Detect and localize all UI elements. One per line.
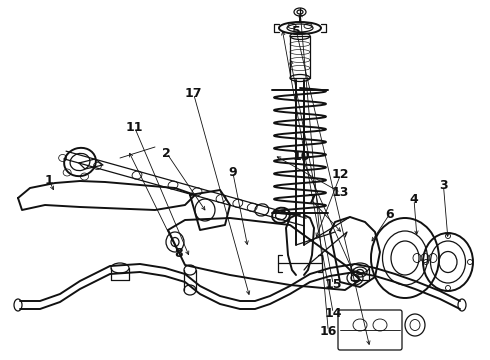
Text: 17: 17 <box>185 87 202 100</box>
Text: 7: 7 <box>307 193 316 206</box>
Text: 14: 14 <box>324 307 342 320</box>
Text: 8: 8 <box>174 247 183 260</box>
Text: 12: 12 <box>332 168 349 181</box>
Text: 3: 3 <box>439 179 448 192</box>
Text: 15: 15 <box>324 278 342 291</box>
Text: 11: 11 <box>126 121 144 134</box>
Text: 9: 9 <box>228 166 237 179</box>
Text: 13: 13 <box>332 186 349 199</box>
Text: 2: 2 <box>162 147 171 159</box>
Text: 4: 4 <box>410 193 418 206</box>
FancyBboxPatch shape <box>338 310 402 350</box>
Text: 10: 10 <box>293 150 310 163</box>
Text: 16: 16 <box>319 325 337 338</box>
Text: 6: 6 <box>385 208 394 221</box>
Text: 1: 1 <box>45 174 53 186</box>
Text: 5: 5 <box>292 25 301 38</box>
